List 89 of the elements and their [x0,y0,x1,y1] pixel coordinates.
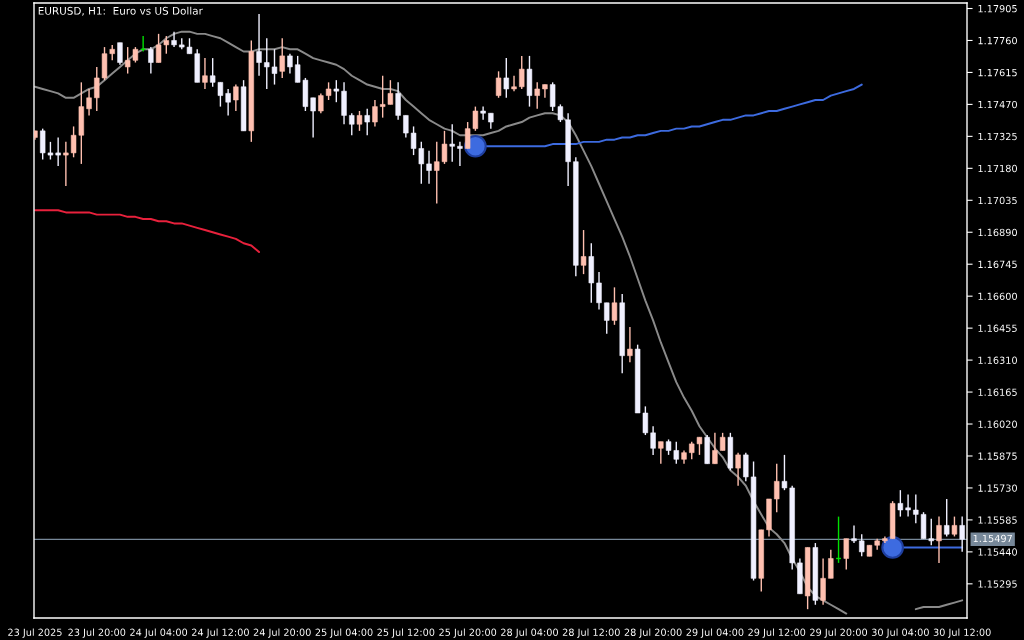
candlestick [604,302,610,335]
y-tick-label: 1.15440 [978,548,1017,556]
y-tick-label: 1.17180 [978,164,1017,173]
x-tick-label: 24 Jul 12:00 [191,628,249,638]
candlestick [372,99,378,128]
candlestick [658,440,664,465]
candlestick [256,13,262,77]
candlestick [426,149,432,185]
y-tick-label: 1.15295 [978,580,1017,588]
x-tick-label: 24 Jul 20:00 [253,628,311,638]
y-tick-label: 1.17905 [978,4,1017,13]
candlestick [279,37,285,79]
candlestick [735,451,741,487]
candlestick [859,533,865,557]
candlestick [580,229,587,275]
x-tick-label: 23 Jul 2025 [8,628,62,638]
candlestick [712,432,718,465]
y-tick-label: 1.15875 [978,452,1017,460]
candlestick [225,88,231,117]
candlestick [480,105,486,121]
candlestick [318,92,324,114]
candlestick [944,498,950,538]
candlestick [449,123,455,163]
candlestick [349,112,355,136]
x-tick-label: 25 Jul 04:00 [315,628,373,638]
candlestick [897,489,904,518]
x-tick-label: 25 Jul 12:00 [377,628,435,638]
candlestick [611,286,618,326]
y-tick-label: 1.16745 [978,260,1017,269]
x-tick-label: 29 Jul 12:00 [748,628,806,638]
x-tick-label: 24 Jul 04:00 [130,628,188,638]
candlestick [843,537,849,571]
x-tick-label: 25 Jul 20:00 [439,628,497,638]
x-tick-label: 28 Jul 04:00 [501,628,558,638]
candlestick [233,83,239,112]
candlestick [936,515,942,564]
candlestick [310,97,316,139]
candlestick [519,55,525,90]
y-tick-label: 1.16600 [978,292,1017,300]
y-tick-label: 1.15730 [978,484,1017,492]
candlestick [503,57,509,99]
y-tick-label: 1.16310 [978,356,1017,364]
candlestick [148,46,154,75]
candlestick [55,136,61,167]
candlestick [511,75,517,92]
candlestick [403,114,409,139]
y-tick-label: 1.17035 [978,196,1017,205]
chart-title: EURUSD, H1: Euro vs US Dollar [38,6,203,16]
line-series [34,209,261,254]
x-tick-label: 29 Jul 04:00 [686,628,744,638]
y-tick-label: 1.16020 [978,420,1017,428]
candlestick [86,88,92,117]
y-tick-label: 1.16455 [978,324,1017,332]
candlestick [959,515,965,553]
candlestick [951,515,958,538]
candlestick [395,81,401,121]
x-tick-label: 30 Jul 04:00 [871,628,929,638]
candlestick [596,271,602,311]
ref-line-label: 1.15497 [973,534,1012,543]
candlestick [828,548,834,580]
candlestick [457,141,463,167]
candlestick [202,57,208,90]
candlestick [905,493,911,518]
candlestick [820,557,826,606]
candlestick [356,110,363,132]
candlestick [774,463,780,513]
candlestick [495,70,502,99]
x-tick-label: 28 Jul 20:00 [624,628,682,638]
x-tick-label: 23 Jul 20:00 [68,628,126,638]
candlestick [287,53,293,75]
y-tick-label: 1.17615 [978,68,1017,77]
candlestick [117,41,123,66]
candlestick [364,108,370,136]
y-tick-label: 1.15585 [978,516,1017,524]
y-tick-label: 1.16890 [978,228,1017,237]
candlestick [63,141,69,187]
candlestick [743,451,749,483]
y-tick-label: 1.17325 [978,132,1017,141]
x-tick-label: 29 Jul 20:00 [810,628,868,638]
y-tick-label: 1.17470 [978,100,1017,109]
y-tick-label: 1.17760 [978,36,1017,45]
candlestick [851,524,857,544]
x-tick-label: 30 Jul 12:00 [933,628,991,638]
candlestick [627,326,633,363]
candlestick [650,425,656,456]
candlestick [534,81,540,110]
x-tick-label: 28 Jul 12:00 [562,628,620,638]
y-tick-label: 1.16165 [978,388,1017,396]
candlestick [333,79,339,103]
